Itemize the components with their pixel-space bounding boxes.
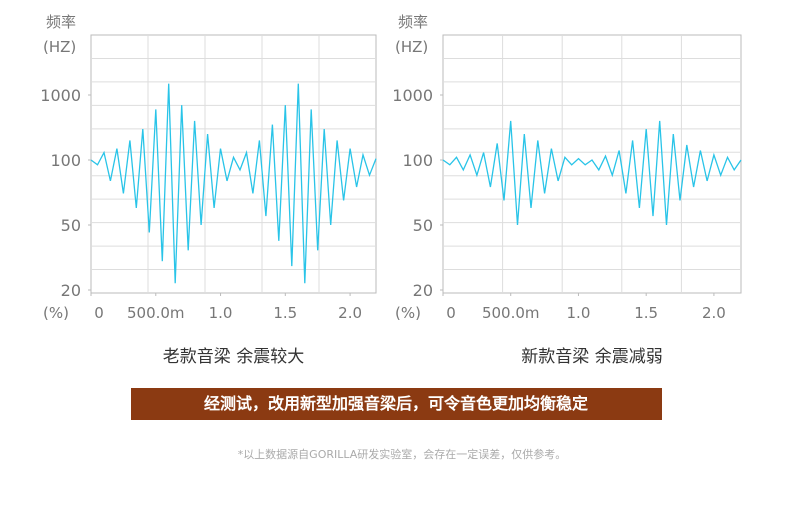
x-tick-label: 1.5 (273, 304, 297, 322)
x-tick-label: 1.0 (567, 304, 591, 322)
footnote: *以上数据源自GORILLA研发实验室，会存在一定误差，仅供参考。 (238, 447, 567, 461)
x-tick-label: 0 (446, 304, 456, 322)
y-label: 频率 (46, 13, 76, 31)
banner-text: 经测试，改用新型加强音梁后，可令音色更加均衡稳定 (204, 394, 588, 413)
y-tick-label: 50 (61, 216, 81, 235)
waveform (442, 120, 742, 226)
x-tick-label: 2.0 (338, 304, 362, 322)
waveform (90, 83, 377, 284)
plot-frame (90, 34, 377, 294)
y-label: 频率 (398, 13, 428, 31)
x-label: (%) (43, 304, 69, 322)
chart-title: 老款音梁 余震较大 (163, 347, 304, 367)
x-tick-label: 1.5 (634, 304, 658, 322)
plot-frame (442, 34, 742, 294)
y-tick-label: 100 (50, 151, 81, 170)
y-tick-label: 50 (413, 216, 433, 235)
x-tick-label: 500.0m (482, 304, 540, 322)
y-label-unit: (HZ) (43, 38, 76, 56)
banner-bg (131, 388, 662, 420)
x-tick-label: 2.0 (702, 304, 726, 322)
y-tick-label: 20 (413, 281, 433, 300)
y-tick-label: 1000 (392, 86, 433, 105)
y-tick-label: 100 (402, 151, 433, 170)
chart-title: 新款音梁 余震减弱 (521, 347, 662, 367)
y-label-unit: (HZ) (395, 38, 428, 56)
y-tick-label: 1000 (40, 86, 81, 105)
x-tick-label: 500.0m (127, 304, 185, 322)
x-tick-label: 0 (94, 304, 104, 322)
x-label: (%) (395, 304, 421, 322)
y-tick-label: 20 (61, 281, 81, 300)
x-tick-label: 1.0 (209, 304, 233, 322)
